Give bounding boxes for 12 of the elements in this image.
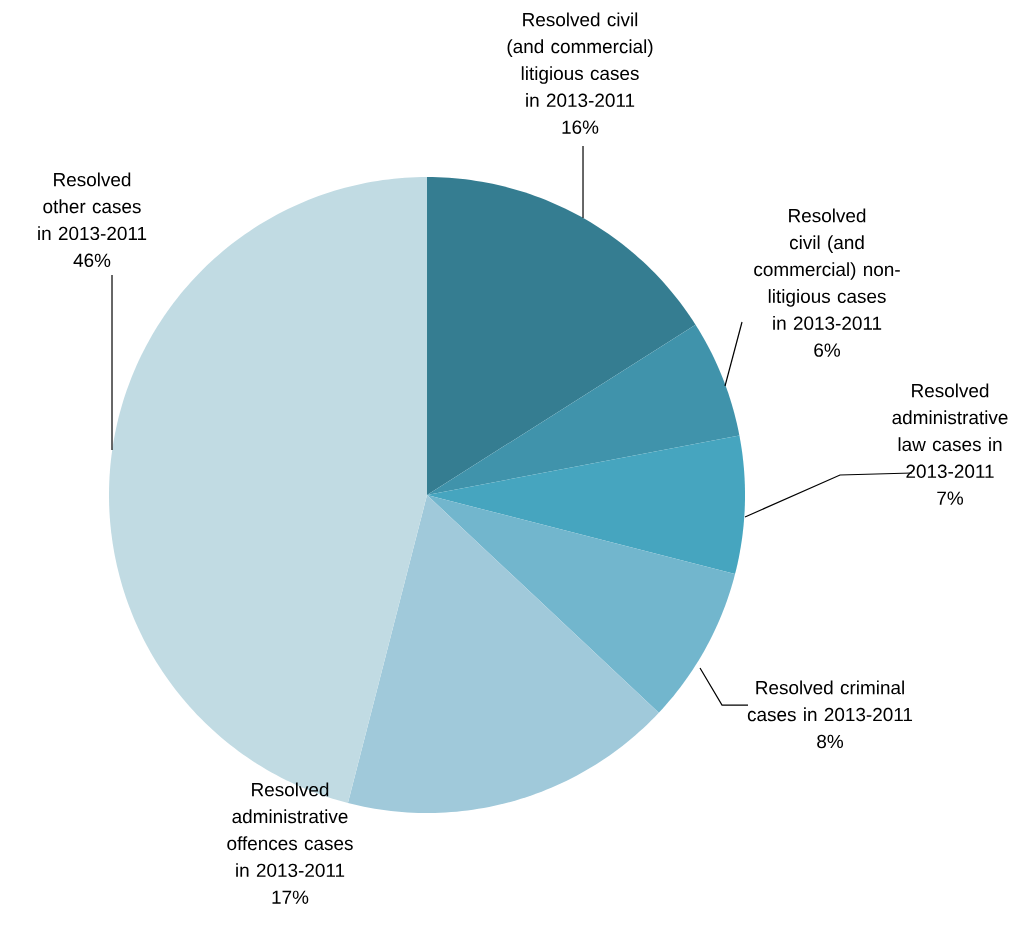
slice-label: Resolved criminal cases in 2013-2011	[747, 680, 913, 722]
slice-label: Resolved administrative offences cases in 2013-2011	[227, 782, 353, 878]
data-label: 6%	[814, 343, 841, 357]
data-label: 46%	[73, 253, 111, 268]
data-label: 8%	[817, 734, 844, 749]
slice-label: Resolved civil (and commercial) non-litigious cases in 2013-2011	[754, 208, 900, 330]
slice-label: Resolved civil (and commercial) litigious cases in 2013-2011	[507, 12, 653, 108]
slice-label: Resolved other cases in 2013-2011	[38, 172, 147, 241]
data-label: 16%	[562, 120, 599, 134]
data-label: 17%	[272, 890, 309, 904]
slice-label: Resolved administrative law cases in 2013-2011	[892, 383, 1008, 479]
data-label: 7%	[937, 491, 964, 505]
